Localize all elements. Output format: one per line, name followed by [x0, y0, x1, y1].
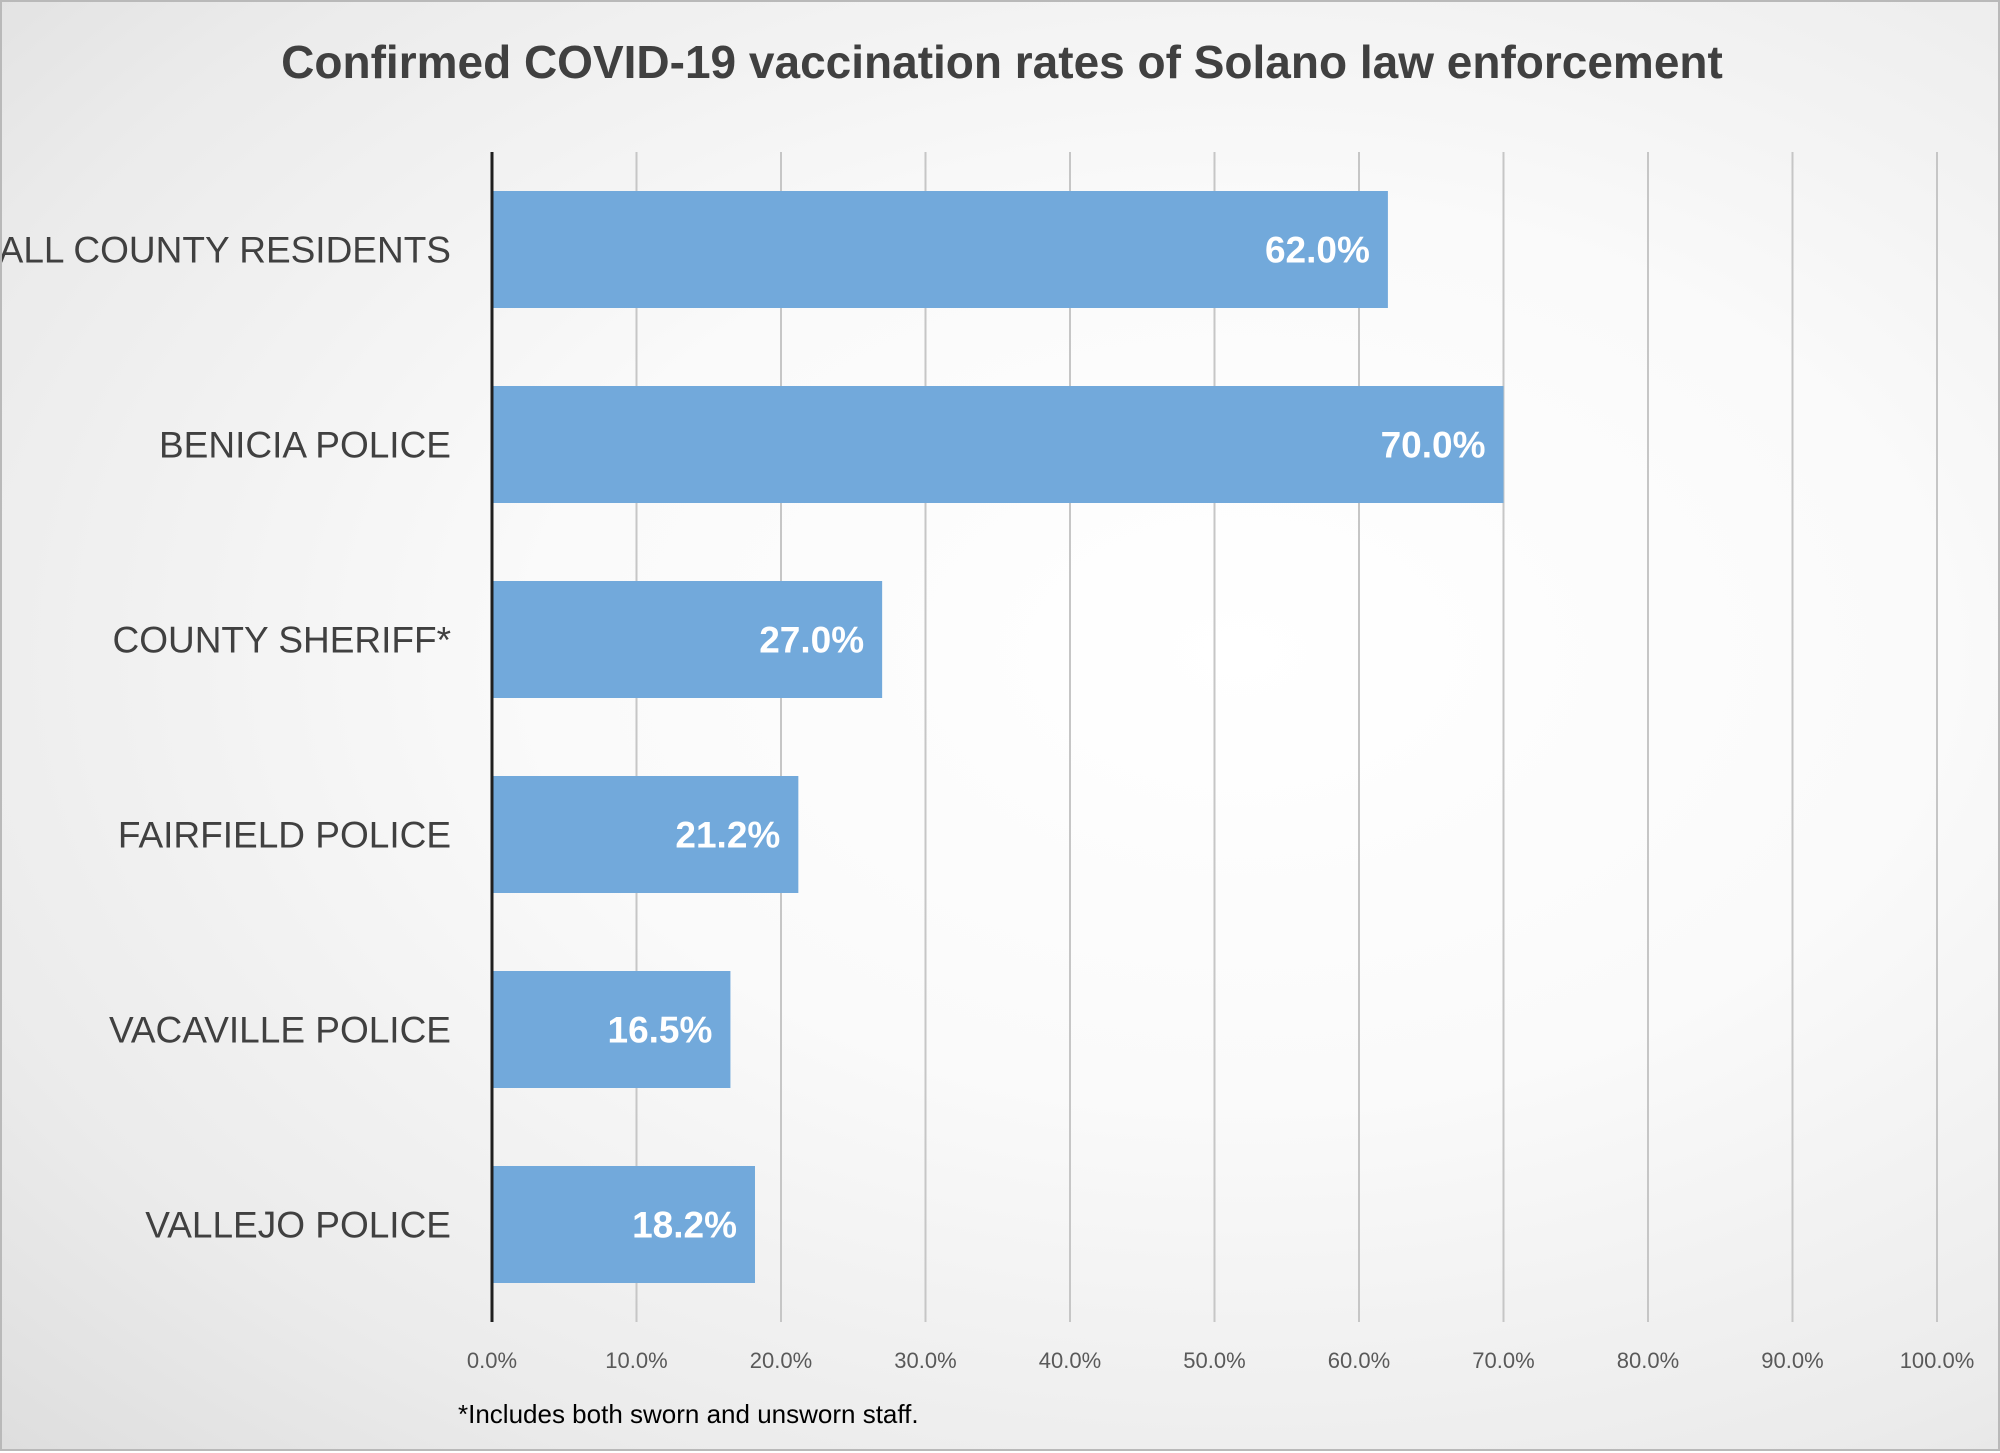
x-tick-label: 60.0% [1328, 1348, 1390, 1373]
bars [492, 191, 1504, 1283]
x-tick-label: 0.0% [467, 1348, 517, 1373]
x-tick-label: 30.0% [894, 1348, 956, 1373]
data-label: 27.0% [759, 620, 864, 661]
x-tick-labels: 0.0% 10.0% 20.0% 30.0% 40.0% 50.0% 60.0% 70.0% 8… [467, 1348, 1974, 1373]
x-tick-label: 50.0% [1183, 1348, 1245, 1373]
x-tick-label: 40.0% [1039, 1348, 1101, 1373]
x-tick-label: 80.0% [1617, 1348, 1679, 1373]
bar [492, 1166, 755, 1283]
chart-title: Confirmed COVID-19 vaccination rates of … [281, 36, 1723, 88]
bar [492, 971, 731, 1088]
data-label: 18.2% [632, 1205, 737, 1246]
x-tick-label: 20.0% [750, 1348, 812, 1373]
x-tick-label: 100.0% [1900, 1348, 1975, 1373]
category-label: ALL COUNTY RESIDENTS [2, 230, 451, 271]
data-label: 16.5% [608, 1010, 713, 1051]
bar [492, 386, 1504, 503]
data-label: 70.0% [1381, 425, 1486, 466]
bar [492, 776, 799, 893]
x-tick-label: 90.0% [1761, 1348, 1823, 1373]
data-labels: 62.0% 70.0% 27.0% 21.2% 16.5% 18.2% [608, 230, 1486, 1246]
category-label: COUNTY SHERIFF* [112, 620, 451, 661]
footnote: *Includes both sworn and unsworn staff. [458, 1399, 919, 1429]
category-label: VALLEJO POLICE [145, 1205, 451, 1246]
bar [492, 581, 883, 698]
category-label: VACAVILLE POLICE [109, 1010, 451, 1051]
x-tick-label: 10.0% [605, 1348, 667, 1373]
category-label: BENICIA POLICE [159, 425, 451, 466]
category-labels: ALL COUNTY RESIDENTS BENICIA POLICE COUNTY… [2, 230, 451, 1246]
gridlines [635, 152, 1938, 1322]
bar [492, 191, 1388, 308]
data-label: 21.2% [675, 815, 780, 856]
category-label: FAIRFIELD POLICE [118, 815, 451, 856]
x-tick-label: 70.0% [1472, 1348, 1534, 1373]
data-label: 62.0% [1265, 230, 1370, 271]
